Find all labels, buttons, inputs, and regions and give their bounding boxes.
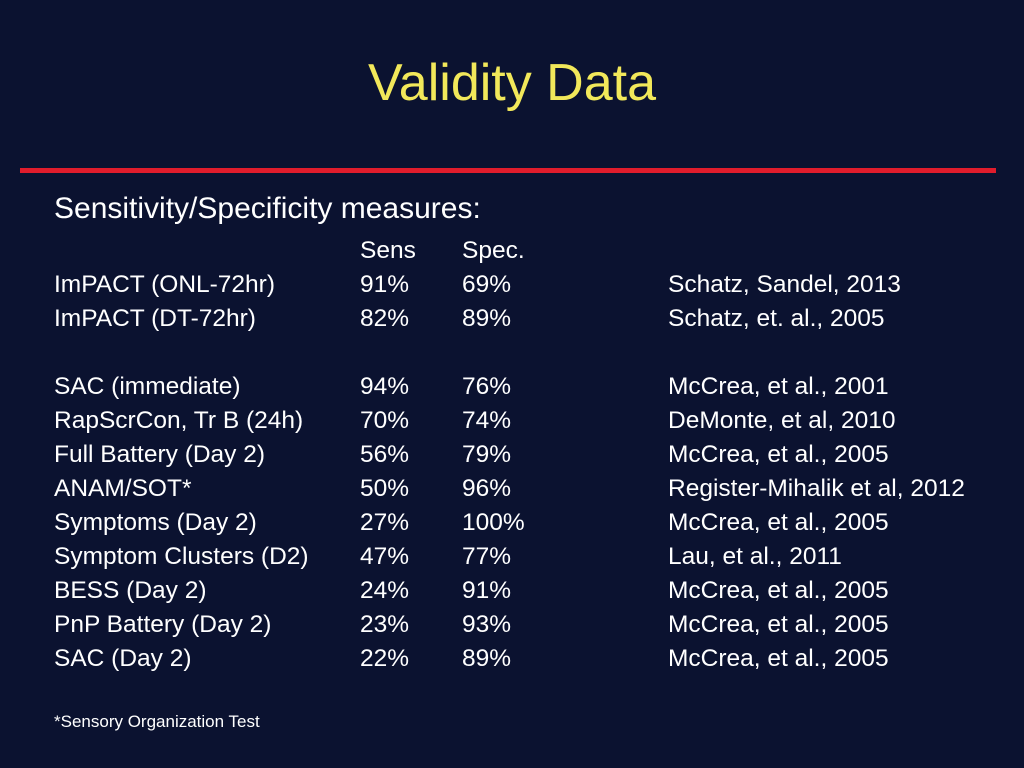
header-spec: Spec. (462, 237, 525, 264)
reference: McCrea, et al., 2005 (668, 441, 889, 468)
measure-name: BESS (Day 2) (54, 577, 207, 604)
specificity-value: 77% (462, 543, 512, 570)
specificity-value: 89% (462, 305, 512, 332)
specificity-value: 69% (462, 271, 512, 298)
specificity-value: 89% (462, 645, 512, 672)
specificity-value: 79% (462, 441, 512, 468)
measure-name: Full Battery (Day 2) (54, 441, 266, 468)
specificity-value: 100% (462, 509, 525, 536)
measure-name: Symptom Clusters (D2) (54, 543, 309, 570)
reference: Register-Mihalik et al, 2012 (668, 475, 965, 502)
reference: DeMonte, et al, 2010 (668, 407, 896, 434)
measure-name: ImPACT (ONL-72hr) (54, 271, 275, 298)
footnote: *Sensory Organization Test (54, 712, 260, 731)
sensitivity-value: 94% (360, 373, 410, 400)
sensitivity-value: 47% (360, 543, 410, 570)
measure-name: RapScrCon, Tr B (24h) (54, 407, 304, 434)
title-divider (20, 168, 996, 173)
specificity-value: 91% (462, 577, 512, 604)
header-sens: Sens (360, 237, 416, 264)
reference: Schatz, et. al., 2005 (668, 305, 885, 332)
measure-name: Symptoms (Day 2) (54, 509, 257, 536)
reference: McCrea, et al., 2005 (668, 509, 889, 536)
reference: McCrea, et al., 2005 (668, 645, 889, 672)
measure-name: SAC (Day 2) (54, 645, 192, 672)
sensitivity-value: 91% (360, 271, 410, 298)
slide-title: Validity Data (367, 54, 657, 112)
measure-name: SAC (immediate) (54, 373, 241, 400)
reference: Lau, et al., 2011 (668, 543, 842, 570)
specificity-value: 74% (462, 407, 512, 434)
sensitivity-value: 56% (360, 441, 410, 468)
sensitivity-value: 22% (360, 645, 410, 672)
measure-name: ANAM/SOT* (54, 475, 192, 502)
reference: McCrea, et al., 2005 (668, 577, 889, 604)
slide-subtitle: Sensitivity/Specificity measures: (54, 192, 481, 225)
reference: McCrea, et al., 2001 (668, 373, 889, 400)
sensitivity-value: 70% (360, 407, 410, 434)
sensitivity-value: 24% (360, 577, 410, 604)
specificity-value: 96% (462, 475, 512, 502)
measure-name: PnP Battery (Day 2) (54, 611, 272, 638)
measure-name: ImPACT (DT-72hr) (54, 305, 256, 332)
sensitivity-value: 82% (360, 305, 410, 332)
sensitivity-value: 50% (360, 475, 410, 502)
sensitivity-value: 27% (360, 509, 410, 536)
reference: Schatz, Sandel, 2013 (668, 271, 901, 298)
specificity-value: 93% (462, 611, 512, 638)
specificity-value: 76% (462, 373, 512, 400)
reference: McCrea, et al., 2005 (668, 611, 889, 638)
sensitivity-value: 23% (360, 611, 410, 638)
